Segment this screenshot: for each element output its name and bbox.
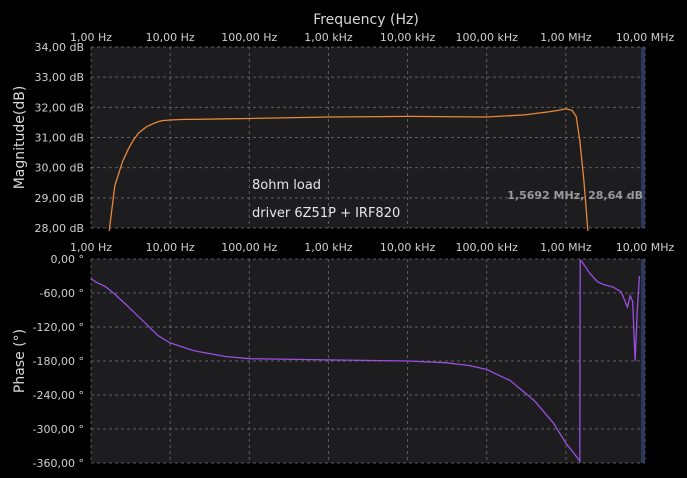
magnitude-x-tick-label: 100,00 Hz: [221, 31, 277, 44]
magnitude-y-tick-label: 30,00 dB: [34, 162, 84, 175]
magnitude-y-tick-label: 33,00 dB: [34, 71, 84, 84]
phase-x-tick-label: 10,00 Hz: [146, 241, 195, 254]
phase-y-tick-label: -240,00 °: [33, 389, 84, 402]
phase-y-tick-label: -120,00 °: [33, 321, 84, 334]
phase-x-tick-label: 100,00 Hz: [221, 241, 277, 254]
phase-y-tick-label: -300,00 °: [33, 423, 84, 436]
phase-y-tick-label: -360,00 °: [33, 457, 84, 470]
phase-x-tick-label: 10,00 MHz: [616, 241, 675, 254]
annotation-load: 8ohm load: [252, 178, 321, 193]
cursor-readout: 1,5692 MHz, 28,64 dB: [507, 189, 643, 202]
magnitude-y-tick-label: 34,00 dB: [34, 41, 84, 54]
phase-y-tick-label: -60,00 °: [40, 287, 84, 300]
magnitude-y-tick-label: 28,00 dB: [34, 222, 84, 235]
annotation-driver: driver 6Z51P + IRF820: [252, 206, 400, 221]
magnitude-x-tick-label: 10,00 kHz: [380, 31, 436, 44]
magnitude-x-tick-label: 1,00 Hz: [70, 31, 112, 44]
phase-cursor-band: [641, 259, 645, 463]
magnitude-x-tick-label: 10,00 Hz: [146, 31, 195, 44]
phase-x-tick-label: 100,00 kHz: [456, 241, 519, 254]
magnitude-x-tick-label: 1,00 kHz: [304, 31, 353, 44]
magnitude-cursor-band: [641, 47, 645, 228]
magnitude-y-tick-label: 32,00 dB: [34, 101, 84, 114]
magnitude-series-line: [108, 108, 589, 232]
magnitude-x-tick-label: 1,00 MHz: [540, 31, 592, 44]
phase-y-tick-label: 0,00 °: [51, 253, 85, 266]
magnitude-y-tick-label: 31,00 dB: [34, 132, 84, 145]
phase-x-tick-label: 1,00 Hz: [70, 241, 112, 254]
phase-series-line: [90, 258, 641, 464]
magnitude-x-tick-label: 10,00 MHz: [616, 31, 675, 44]
magnitude-y-axis-title: Magnitude(dB): [12, 86, 28, 190]
phase-y-axis-title: Phase (°): [12, 329, 28, 393]
x-axis-title: Frequency (Hz): [313, 12, 419, 28]
phase-x-tick-label: 1,00 MHz: [540, 241, 592, 254]
magnitude-x-tick-label: 100,00 kHz: [456, 31, 519, 44]
phase-x-tick-label: 10,00 kHz: [380, 241, 436, 254]
phase-y-tick-label: -180,00 °: [33, 355, 84, 368]
magnitude-y-tick-label: 29,00 dB: [34, 192, 84, 205]
phase-x-tick-label: 1,00 kHz: [304, 241, 353, 254]
